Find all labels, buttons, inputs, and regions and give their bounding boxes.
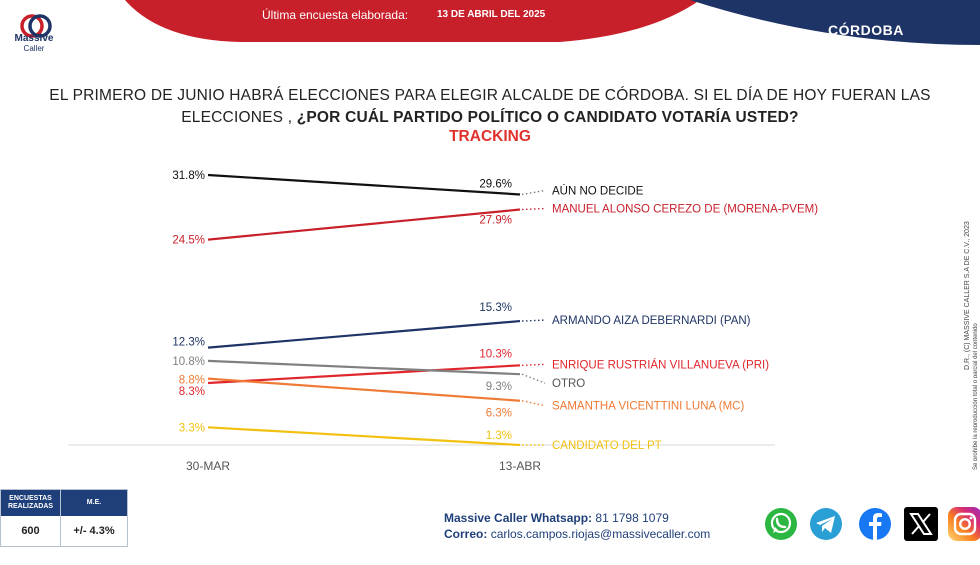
series-line [207, 426, 521, 447]
data-label-end: 27.9% [479, 215, 512, 227]
data-label-end: 29.6% [479, 178, 512, 190]
massive-caller-logo-icon [20, 14, 52, 38]
data-label-end: 10.3% [479, 348, 512, 360]
survey-label: Última encuesta elaborada: [262, 8, 409, 22]
x-tick-label: 30-MAR [186, 459, 230, 473]
series-line [207, 377, 521, 402]
sidebar-text: D.R., (C) MASSIVE CALLER S.A DE C.V., 20… [964, 221, 977, 470]
question-line2: ELECCIONES , ¿POR CUÁL PARTIDO POLÍTICO … [30, 107, 950, 129]
leader-line [521, 363, 546, 367]
telegram-icon[interactable] [808, 506, 844, 542]
whatsapp-label: Massive Caller Whatsapp: [444, 511, 593, 525]
stats-header: ENCUESTAS REALIZADAS M.E. [1, 490, 127, 516]
series-name-label: MANUEL ALONSO CEREZO DE (MORENA-PVEM) [552, 204, 818, 216]
stats-surveys-value: 600 [1, 516, 61, 546]
stats-header-surveys: ENCUESTAS REALIZADAS [1, 490, 61, 516]
leader-line [521, 207, 546, 211]
series-line [207, 364, 521, 385]
x-tick-label: 13-ABR [499, 459, 541, 473]
logo-text: Massive Caller [8, 34, 60, 54]
survey-date: 13 DE ABRIL DEL 2025 [437, 9, 546, 20]
stats-values: 600 +/- 4.3% [1, 516, 127, 546]
logo-line1: Massive [14, 33, 54, 44]
leader-line [521, 373, 546, 384]
whatsapp-line: Massive Caller Whatsapp: 81 1798 1079 [444, 510, 710, 526]
data-label-end: 6.3% [486, 408, 512, 420]
leader-line [521, 319, 546, 322]
series-line [207, 359, 521, 376]
series-name-label: AÚN NO DECIDE [552, 184, 644, 197]
series-line [207, 208, 521, 241]
contact-info: Massive Caller Whatsapp: 81 1798 1079 Co… [444, 510, 710, 542]
series-name-label: ARMANDO AIZA DEBERNARDI (PAN) [552, 315, 751, 327]
email-line: Correo: carlos.campos.riojas@massivecall… [444, 526, 710, 542]
data-label-start: 24.5% [172, 235, 205, 247]
instagram-icon[interactable] [947, 506, 980, 542]
whatsapp-number[interactable]: 81 1798 1079 [595, 511, 669, 525]
sidebar-notice: Se prohíbe la reproducción total o parci… [973, 323, 977, 470]
top-banner: Última encuesta elaborada: 13 DE ABRIL D… [0, 0, 980, 60]
series-name-label: SAMANTHA VICENTTINI LUNA (MC) [552, 401, 744, 413]
whatsapp-icon[interactable] [763, 506, 799, 542]
x-icon[interactable] [903, 506, 939, 542]
data-label-end: 9.3% [486, 381, 512, 393]
question-line2-bold: ¿POR CUÁL PARTIDO POLÍTICO O CANDIDATO V… [296, 109, 799, 126]
series-line [207, 319, 521, 349]
series-name-label: ENRIQUE RUSTRIÁN VILLANUEVA (PRI) [552, 358, 769, 371]
data-label-start: 31.8% [172, 170, 205, 182]
data-label-start: 12.3% [172, 337, 205, 349]
data-label-end: 1.3% [486, 430, 512, 442]
series-line [207, 173, 521, 196]
data-label-start: 10.8% [172, 356, 205, 368]
series-name-label: OTRO [552, 378, 585, 390]
question-text: EL PRIMERO DE JUNIO HABRÁ ELECCIONES PAR… [30, 85, 950, 129]
logo-line2: Caller [23, 44, 45, 53]
facebook-icon[interactable] [857, 506, 893, 542]
region-label: CÓRDOBA [828, 22, 904, 38]
data-label-end: 15.3% [479, 302, 512, 314]
series-name-label: CANDIDATO DEL PT [552, 440, 662, 452]
question-line1: EL PRIMERO DE JUNIO HABRÁ ELECCIONES PAR… [49, 87, 931, 104]
email-address[interactable]: carlos.campos.riojas@massivecaller.com [490, 527, 711, 541]
data-label-start: 8.3% [179, 386, 205, 398]
data-label-start: 3.3% [179, 422, 205, 434]
stats-margin-value: +/- 4.3% [73, 525, 115, 537]
stats-table: ENCUESTAS REALIZADAS M.E. 600 +/- 4.3% [0, 489, 128, 547]
email-label: Correo: [444, 527, 488, 541]
tracking-chart: 30-MAR 13-ABR 31.8% 29.6% AÚN NO DECIDE 24.5%… [68, 170, 818, 473]
data-label-start: 8.8% [179, 375, 205, 387]
leader-line [521, 189, 546, 196]
question-line2-plain: ELECCIONES , [181, 109, 297, 126]
banner-shapes [125, 0, 980, 45]
stats-header-margin: M.E. [86, 499, 102, 506]
chart-subtitle: TRACKING [449, 128, 531, 145]
leader-line [521, 400, 546, 407]
sidebar-copyright: D.R., (C) MASSIVE CALLER S.A DE C.V., 20… [964, 221, 971, 370]
